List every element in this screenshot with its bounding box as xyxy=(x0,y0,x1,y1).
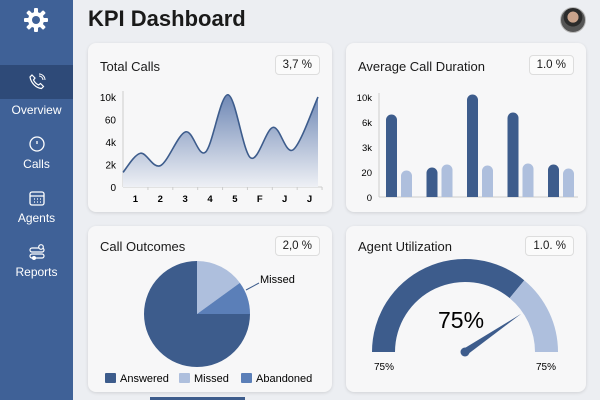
legend-swatch xyxy=(105,373,116,383)
next-card-peek xyxy=(150,397,245,400)
bar-dark xyxy=(507,112,519,197)
sidebar-item-label: Calls xyxy=(23,157,50,171)
legend-label: Abandoned xyxy=(256,373,312,385)
y-tick-label: 0 xyxy=(367,193,372,204)
change-badge: 1.0 % xyxy=(528,55,574,75)
gauge-max-label: 75% xyxy=(536,362,556,373)
x-tick-label: 1 xyxy=(133,194,139,205)
settings-sliders-icon xyxy=(28,244,45,260)
pie-slice-missed xyxy=(197,261,240,314)
card-title: Total Calls xyxy=(100,59,160,74)
gauge-needle-hub xyxy=(460,347,470,357)
y-tick-label: 10k xyxy=(357,93,373,104)
y-tick-label: 60 xyxy=(105,116,117,127)
bar-dark xyxy=(467,94,478,197)
bar-light xyxy=(522,163,534,197)
card-title: Agent Utilization xyxy=(358,239,452,254)
gauge-remaining-arc xyxy=(509,280,558,352)
legend-label: Answered xyxy=(120,373,169,385)
x-tick-label: F xyxy=(257,194,263,205)
gauge-min-label: 75% xyxy=(374,362,394,373)
call-outcomes-card: Call Outcomes 2,0 % Missed Answered Missed… xyxy=(88,226,332,392)
y-tick-label: 2k xyxy=(105,161,117,172)
bar-light xyxy=(441,164,453,197)
y-tick-label: 6k xyxy=(362,118,372,129)
y-tick-label: 4k xyxy=(105,138,117,149)
legend-swatch xyxy=(241,373,252,383)
gauge-needle xyxy=(463,313,522,355)
y-tick-label: 0 xyxy=(110,183,116,194)
bar-light xyxy=(401,170,412,197)
page-title: KPI Dashboard xyxy=(88,6,246,31)
x-tick-label: 2 xyxy=(158,194,163,205)
total-calls-card: Total Calls 3,7 % 0 2k 4k 60 10k 1 2 3 4 5 F J J xyxy=(88,43,332,212)
y-tick-label: 3k xyxy=(362,143,372,154)
y-tick-label: 20 xyxy=(361,168,372,179)
sidebar: Overview Calls Agents Reports xyxy=(0,0,73,400)
card-title: Average Call Duration xyxy=(358,59,485,74)
bar-dark xyxy=(548,164,559,197)
change-badge: 2,0 % xyxy=(274,236,320,256)
callout-label: Missed xyxy=(260,274,295,286)
x-tick-label: 4 xyxy=(207,194,213,205)
agent-utilization-card: Agent Utilization 1.0. % 75% 75% 75% xyxy=(346,226,586,392)
gauge-value-arc xyxy=(372,259,525,352)
change-badge: 3,7 % xyxy=(274,55,320,75)
x-tick-label: J xyxy=(307,194,312,205)
phone-icon xyxy=(28,73,45,90)
settings-gear-icon[interactable] xyxy=(22,6,50,34)
avg-duration-bar-chart: 0 20 3k 6k 10k xyxy=(357,93,578,204)
sidebar-item-calls[interactable]: Calls xyxy=(0,135,73,171)
bar-light xyxy=(482,165,493,197)
x-tick-label: J xyxy=(282,194,287,205)
gauge-center-value: 75% xyxy=(438,307,484,333)
call-outcomes-pie-chart: Missed Answered Missed Abandoned xyxy=(105,261,312,385)
total-calls-area-chart: 0 2k 4k 60 10k 1 2 3 4 5 F J J xyxy=(100,91,323,205)
x-tick-label: 5 xyxy=(232,194,238,205)
pie-slice-abandoned xyxy=(197,282,250,314)
bar-dark xyxy=(386,114,397,197)
legend-swatch xyxy=(179,373,190,383)
legend-label: Missed xyxy=(194,373,229,385)
y-tick-label: 10k xyxy=(100,93,117,104)
calendar-icon xyxy=(28,191,45,206)
x-tick-label: 3 xyxy=(183,194,188,205)
bar-dark xyxy=(426,167,438,197)
sidebar-item-label: Reports xyxy=(15,265,58,279)
callout-line xyxy=(245,282,260,291)
user-avatar[interactable] xyxy=(560,7,586,33)
sidebar-item-agents[interactable]: Agents xyxy=(0,189,73,225)
area-fill xyxy=(123,94,318,187)
avg-duration-card: Average Call Duration 1.0 % 0 20 3k 6k 10k xyxy=(346,43,586,212)
card-title: Call Outcomes xyxy=(100,239,186,254)
sidebar-item-label: Agents xyxy=(17,211,56,225)
series-line xyxy=(122,93,319,173)
change-badge: 1.0. % xyxy=(525,236,574,256)
sidebar-item-reports[interactable]: Reports xyxy=(0,243,73,279)
sidebar-item-overview[interactable]: Overview xyxy=(0,65,73,117)
sidebar-item-label: Overview xyxy=(11,103,62,117)
clock-icon xyxy=(28,136,45,152)
bar-light xyxy=(563,168,574,197)
agent-utilization-gauge: 75% 75% 75% xyxy=(372,259,558,373)
